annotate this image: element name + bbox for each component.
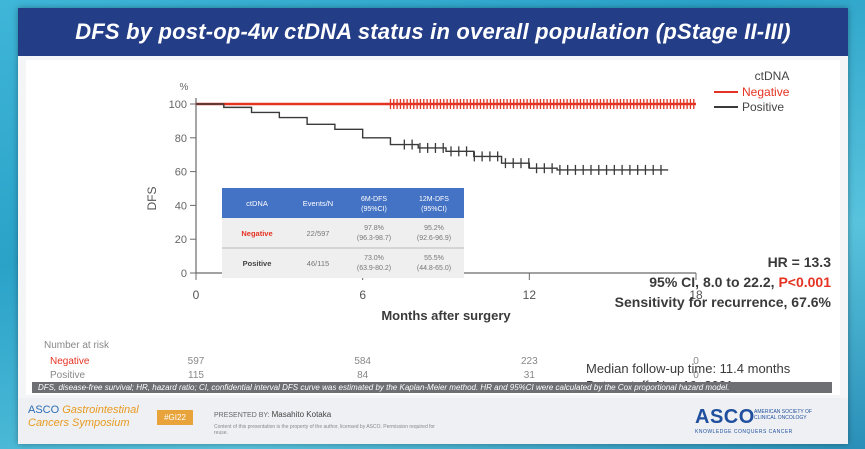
legend-label: Negative bbox=[742, 85, 790, 99]
y-tick-label: 100 bbox=[169, 99, 187, 111]
table-cell: 46/115 bbox=[307, 259, 329, 268]
table-cell: (63.9-80.2) bbox=[357, 265, 391, 272]
table-cell: 73.0% bbox=[364, 255, 384, 262]
table-cell: 95.2% bbox=[424, 225, 444, 232]
x-tick-label: 18 bbox=[689, 288, 703, 302]
risk-row-name: Negative bbox=[50, 356, 90, 367]
table-cell: 97.8% bbox=[364, 225, 384, 232]
x-tick-label: 0 bbox=[193, 288, 200, 302]
table-header: ctDNA bbox=[246, 199, 268, 208]
y-tick-label: 20 bbox=[175, 234, 187, 246]
series-line-positive bbox=[196, 103, 669, 171]
footnote: DFS, disease-free survival; HR, hazard r… bbox=[32, 382, 832, 393]
table-header: (95%CI) bbox=[421, 206, 447, 213]
risk-row-name: Positive bbox=[50, 370, 85, 381]
sensitivity: Sensitivity for recurrence, 67.6% bbox=[614, 294, 831, 310]
asco-tagline: KNOWLEDGE CONQUERS CANCER bbox=[695, 429, 793, 435]
risk-value: 31 bbox=[524, 370, 536, 381]
table-cell: (96.3-98.7) bbox=[357, 235, 391, 242]
table-header: 6M-DFS bbox=[361, 196, 387, 203]
km-chart: 0 20 40 60 80 100 0 6 12 18% DFS Months after surge… bbox=[44, 69, 790, 381]
symposium-logo: ASCO Gastrointestinal Cancers Symposium bbox=[28, 404, 139, 429]
stats-box: HR = 13.3 95% CI, 8.0 to 22.2, P<0.001 S… bbox=[571, 252, 831, 312]
table-header: 12M-DFS bbox=[419, 196, 449, 203]
y-tick-label: 40 bbox=[175, 200, 187, 212]
y-tick-label: 80 bbox=[175, 133, 187, 145]
y-unit-label: % bbox=[180, 82, 189, 93]
confidence-interval: 95% CI, 8.0 to 22.2, P<0.001 bbox=[649, 274, 831, 290]
presenter: PRESENTED BY: Masahito Kotaka bbox=[214, 410, 332, 419]
x-tick-label: 12 bbox=[523, 288, 537, 302]
risk-table-label: Number at risk bbox=[44, 340, 110, 351]
asco-org-name: AMERICAN SOCIETY OF CLINICAL ONCOLOGY bbox=[754, 409, 812, 421]
y-axis-label: DFS bbox=[145, 187, 159, 211]
slide: DFS by post-op-4w ctDNA status in overal… bbox=[18, 8, 848, 444]
asco-logo: ASCO bbox=[695, 406, 755, 428]
risk-value: 223 bbox=[521, 356, 538, 367]
risk-value: 0 bbox=[693, 370, 699, 381]
copyright: Content of this presentation is the prop… bbox=[214, 424, 435, 436]
median-followup: Median follow-up time: 11.4 months bbox=[586, 361, 791, 376]
table-cell: Positive bbox=[243, 259, 272, 268]
hashtag-badge: #GI22 bbox=[157, 410, 193, 425]
legend-title: ctDNA bbox=[755, 69, 790, 83]
table-cell: (92.6-96.9) bbox=[417, 235, 451, 242]
y-tick-label: 0 bbox=[181, 268, 187, 280]
slide-footer: ASCO Gastrointestinal Cancers Symposium … bbox=[18, 398, 848, 444]
hazard-ratio: HR = 13.3 bbox=[767, 254, 831, 270]
risk-value: 84 bbox=[357, 370, 369, 381]
table-cell: 22/597 bbox=[307, 229, 330, 238]
table-cell: (44.8-65.0) bbox=[417, 265, 451, 272]
x-tick-label: 6 bbox=[359, 288, 366, 302]
risk-value: 584 bbox=[354, 356, 371, 367]
legend-label: Positive bbox=[742, 100, 784, 114]
table-cell: Negative bbox=[241, 229, 272, 238]
risk-value: 0 bbox=[693, 356, 699, 367]
p-value: P<0.001 bbox=[778, 274, 831, 290]
table-header: Events/N bbox=[303, 199, 333, 208]
table-cell: 55.5% bbox=[424, 255, 444, 262]
risk-value: 115 bbox=[188, 370, 204, 381]
x-axis-label: Months after surgery bbox=[381, 308, 511, 323]
risk-value: 597 bbox=[188, 356, 205, 367]
slide-title: DFS by post-op-4w ctDNA status in overal… bbox=[18, 8, 848, 56]
table-header: (95%CI) bbox=[361, 206, 387, 213]
table-header-bg bbox=[222, 188, 464, 218]
plot-panel: 0 20 40 60 80 100 0 6 12 18% DFS Months after surge… bbox=[26, 60, 840, 395]
y-tick-label: 60 bbox=[175, 167, 187, 179]
